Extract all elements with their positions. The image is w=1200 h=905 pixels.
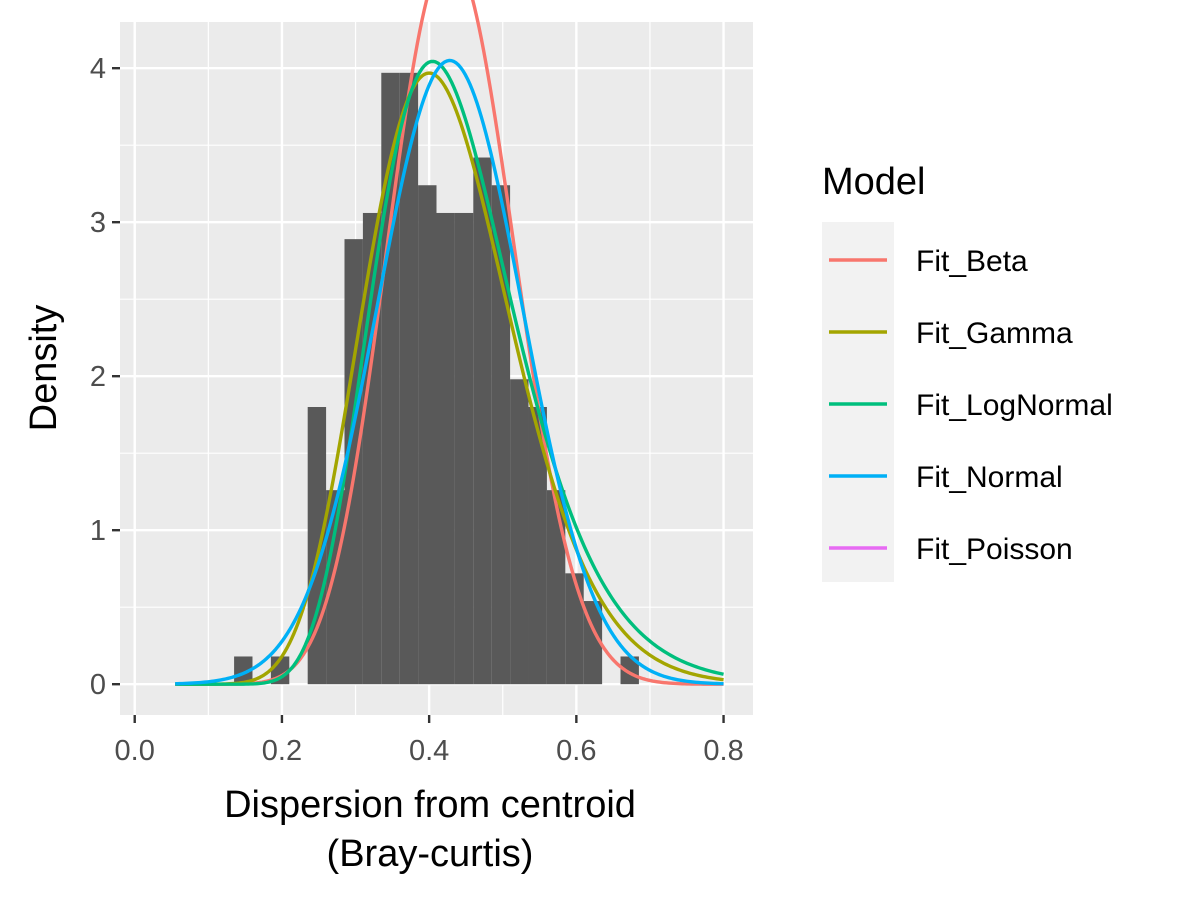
histogram-bar — [528, 407, 547, 685]
fit-curve-fit-normal — [175, 58, 724, 686]
x-tick-label: 0.6 — [556, 735, 596, 767]
y-axis-title: Density — [23, 305, 65, 432]
y-tick-label: 3 — [90, 207, 106, 239]
histogram-bar — [473, 157, 492, 685]
legend-label: Fit_LogNormal — [916, 389, 1113, 422]
histogram-bar — [418, 185, 437, 685]
fit-curve-fit-gamma — [175, 71, 724, 686]
x-tick-label: 0.4 — [409, 735, 449, 767]
fit-curves — [175, 0, 724, 686]
legend-label: Fit_Poisson — [916, 533, 1073, 566]
fit-curve-fit-lognormal — [175, 59, 724, 686]
axes: 0.0 0.2 0.4 0.6 0.8 0 1 2 3 4 — [90, 53, 744, 767]
legend: Fit_Beta Fit_Gamma Fit_LogNormal Fit_Normal… — [829, 245, 1113, 566]
histogram-bar — [399, 72, 419, 685]
legend-label: Fit_Beta — [916, 245, 1028, 278]
histogram-bar — [510, 379, 529, 685]
x-axis-title-line2: (Bray-curtis) — [327, 833, 534, 875]
legend-label: Fit_Normal — [916, 461, 1063, 494]
histogram-bar — [491, 185, 511, 685]
y-tick-label: 0 — [90, 669, 106, 701]
legend-key-background — [822, 222, 894, 582]
histogram-bar — [344, 239, 363, 685]
histogram-bar — [454, 212, 474, 685]
x-tick-label: 0.2 — [262, 735, 302, 767]
legend-title: Model — [822, 161, 926, 203]
histogram-bar — [326, 490, 345, 685]
x-tick-label: 0.0 — [115, 735, 155, 767]
x-axis-title-line1: Dispersion from centroid — [224, 784, 636, 826]
y-tick-label: 2 — [90, 361, 106, 393]
histogram-bar — [436, 212, 455, 685]
y-tick-label: 4 — [90, 53, 106, 85]
histogram-bar — [234, 656, 253, 685]
y-tick-label: 1 — [90, 515, 106, 547]
histogram-bars — [234, 72, 639, 685]
histogram-bar — [381, 72, 400, 685]
x-tick-label: 0.8 — [703, 735, 743, 767]
histogram-bar — [546, 490, 566, 685]
histogram-bar — [620, 656, 639, 685]
histogram-bar — [565, 573, 584, 685]
legend-label: Fit_Gamma — [916, 317, 1073, 350]
